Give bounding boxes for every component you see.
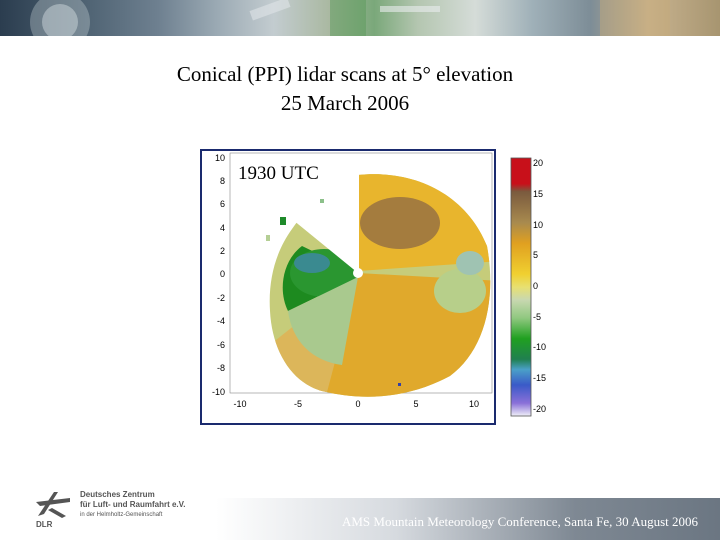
logo-line-2: für Luft- und Raumfahrt e.V. — [80, 500, 186, 509]
colorbar-tick-label: -20 — [533, 404, 546, 414]
slide-title: Conical (PPI) lidar scans at 5° elevatio… — [176, 62, 514, 86]
colorbar-tick-label: -15 — [533, 373, 546, 383]
y-tick-label: 2 — [220, 246, 225, 256]
lidar-scan-plot: -10 -5 0 5 10 10 8 6 4 2 0 -2 -4 -6 -8 -… — [212, 152, 493, 409]
colorbar-tick-label: 10 — [533, 220, 543, 230]
header-banner — [0, 0, 720, 36]
colorbar-tick-label: -10 — [533, 342, 546, 352]
slide-subtitle-date: 25 March 2006 — [280, 91, 410, 115]
y-tick-label: 4 — [220, 223, 225, 233]
x-tick-label: -10 — [233, 399, 246, 409]
colorbar: 20 15 10 5 0 -5 -10 -15 -20 — [510, 157, 546, 417]
y-tick-label: -2 — [217, 293, 225, 303]
logo-text: Deutsches Zentrum für Luft- und Raumfahr… — [80, 490, 185, 520]
logo-line-3: in der Helmholtz-Gemeinschaft — [80, 512, 163, 518]
x-tick-label: 0 — [355, 399, 360, 409]
colorbar-tick-label: 0 — [533, 281, 538, 291]
dlr-logo: DLR Deutsches Zentrum für Luft- und Raum… — [34, 488, 194, 532]
colorbar-tick-label: 5 — [533, 250, 538, 260]
footer-band — [0, 498, 720, 540]
y-tick-label: -10 — [212, 387, 225, 397]
scan-time-label: 1930 UTC — [238, 163, 319, 184]
colorbar-tick-label: 15 — [533, 189, 543, 199]
logo-line-1: Deutsches Zentrum — [80, 490, 155, 499]
colorbar-tick-label: 20 — [533, 158, 543, 168]
y-tick-label: -6 — [217, 340, 225, 350]
conference-footer: AMS Mountain Meteorology Conference, San… — [341, 514, 698, 529]
x-tick-label: 10 — [469, 399, 479, 409]
colorbar-tick-label: -5 — [533, 312, 541, 322]
colorbar-gradient — [510, 157, 532, 417]
lidar-plot-frame: -10 -5 0 5 10 10 8 6 4 2 0 -2 -4 -6 -8 -… — [200, 149, 496, 425]
x-tick-label: 5 — [413, 399, 418, 409]
dlr-abbreviation: DLR — [36, 520, 53, 529]
lidar-location-marker — [353, 268, 363, 278]
dlr-logo-icon — [36, 492, 70, 518]
y-tick-label: 0 — [220, 269, 225, 279]
banner-graphic — [30, 0, 670, 36]
y-tick-label: 8 — [220, 176, 225, 186]
y-tick-label: -8 — [217, 363, 225, 373]
y-tick-label: -4 — [217, 316, 225, 326]
y-tick-label: 6 — [220, 199, 225, 209]
y-tick-label: 10 — [215, 153, 225, 163]
x-tick-label: -5 — [294, 399, 302, 409]
